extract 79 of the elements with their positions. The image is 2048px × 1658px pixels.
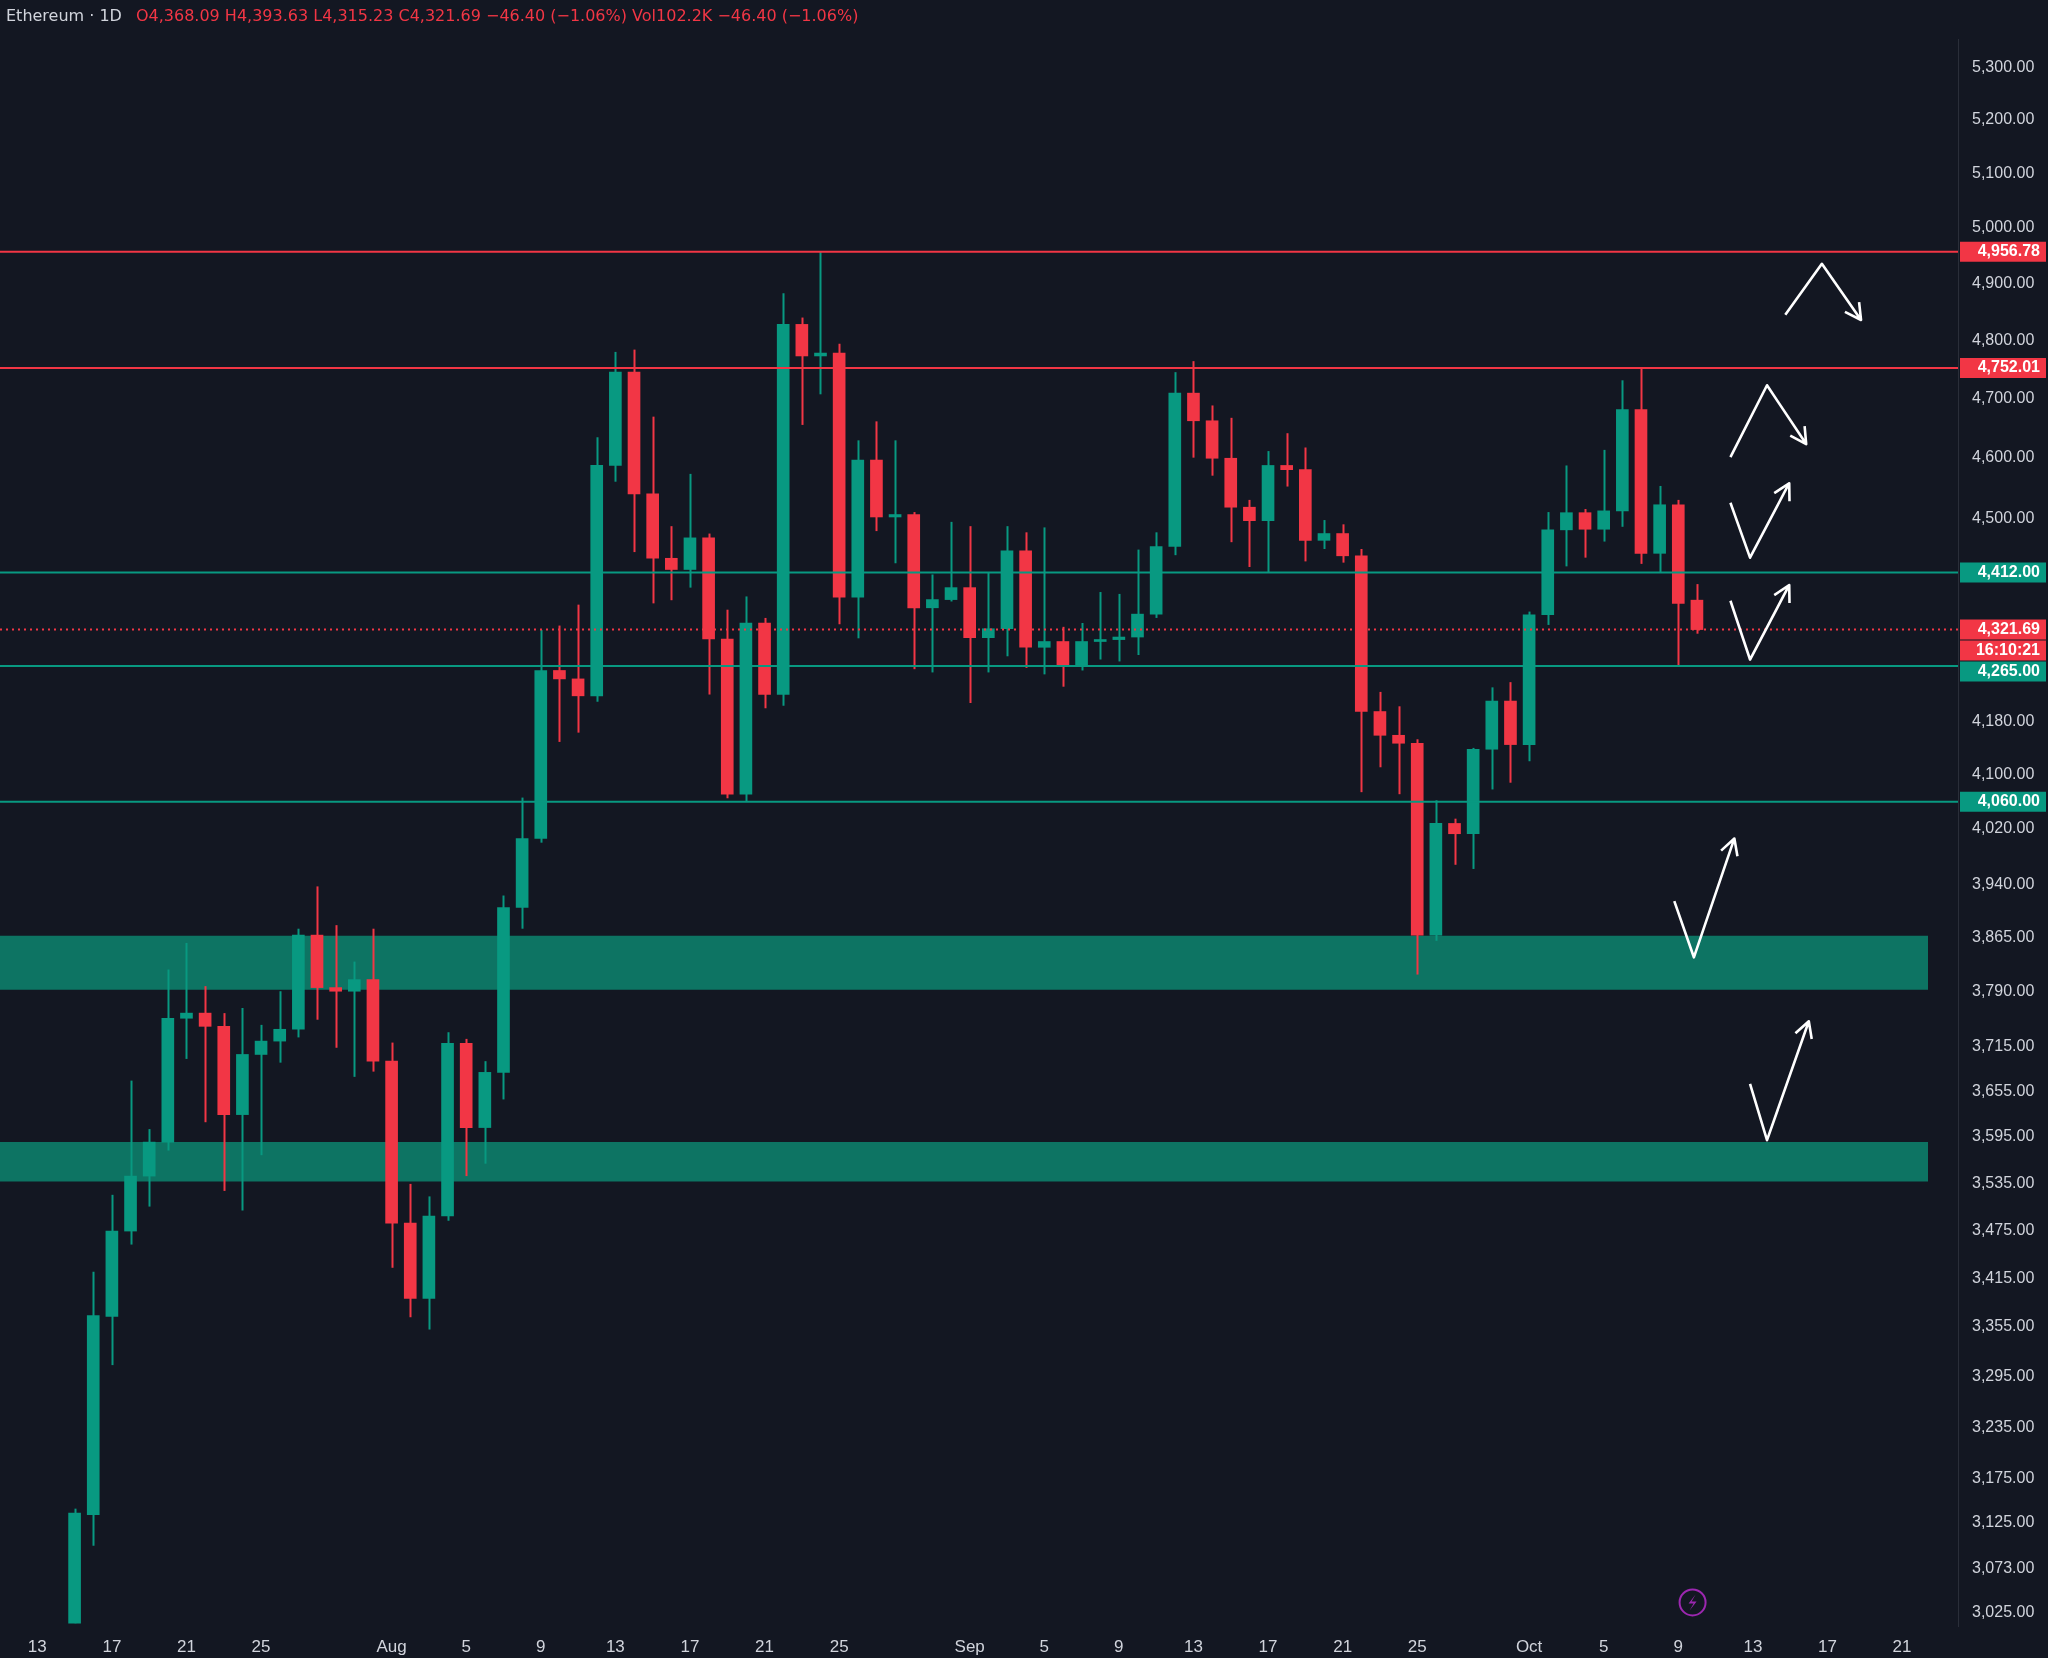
y-tick-label: 5,000.00 (1972, 218, 2035, 236)
ref-line-label: 4,321.69 (1977, 619, 2041, 637)
y-tick-label: 3,415.00 (1972, 1268, 2035, 1286)
y-tick-label: 4,020.00 (1972, 819, 2035, 837)
y-tick-label: 3,715.00 (1972, 1036, 2035, 1054)
y-tick-label: 5,300.00 (1972, 57, 2035, 75)
y-tick-label: 4,700.00 (1972, 388, 2035, 406)
candlestick (1560, 464, 1573, 568)
ref-line-label: 4,752.01 (1977, 358, 2041, 376)
candlestick (664, 525, 678, 602)
x-tick-label: 9 (1673, 1636, 1684, 1656)
x-tick-label: 5 (1598, 1636, 1609, 1656)
y-tick-label: 4,180.00 (1972, 711, 2035, 729)
y-tick-label: 4,600.00 (1972, 448, 2035, 466)
candlestick (1392, 705, 1405, 796)
x-tick-label: 21 (1892, 1636, 1912, 1656)
x-tick-label: Oct (1515, 1636, 1543, 1656)
candlestick (329, 924, 342, 1049)
y-tick-label: 3,595.00 (1972, 1127, 2035, 1145)
ref-line-label: 4,412.00 (1977, 563, 2041, 581)
candlestick (1317, 519, 1331, 550)
y-tick-label: 3,940.00 (1972, 874, 2035, 892)
y-tick-label: 3,175.00 (1972, 1469, 2035, 1487)
x-tick-label: 17 (102, 1636, 122, 1656)
candlestick (1597, 448, 1611, 543)
text: 16:10:21 (1975, 640, 2041, 658)
candlestick (1093, 591, 1107, 661)
y-tick-label: 3,655.00 (1972, 1081, 2035, 1099)
y-tick-label: 5,200.00 (1972, 110, 2035, 128)
y-tick-label: 3,125.00 (1972, 1513, 2035, 1531)
y-tick-label: 4,900.00 (1972, 274, 2035, 292)
candlestick (1280, 432, 1294, 488)
x-tick-label: 9 (1114, 1636, 1124, 1656)
y-tick-label: 3,790.00 (1972, 981, 2035, 999)
ref-line-label: 4,956.78 (1977, 242, 2041, 260)
x-tick-label: Sep (954, 1636, 985, 1656)
x-tick-label: 13 (605, 1636, 625, 1656)
y-tick-label: 3,535.00 (1972, 1173, 2035, 1191)
x-tick-label: 17 (1258, 1636, 1278, 1656)
x-tick-label: 25 (829, 1636, 849, 1656)
x-tick-label: 13 (1183, 1636, 1203, 1656)
candlestick (1243, 498, 1256, 568)
x-tick-label: 9 (536, 1636, 546, 1656)
y-tick-label: 3,073.00 (1972, 1559, 2035, 1577)
y-tick-label: 3,865.00 (1972, 927, 2035, 945)
x-tick-label: 17 (1818, 1636, 1837, 1656)
candlestick (1336, 523, 1349, 564)
candlestick (180, 941, 193, 1060)
y-tick-label: 4,500.00 (1972, 508, 2035, 526)
candlestick (347, 960, 361, 1078)
y-tick-label: 3,025.00 (1972, 1602, 2035, 1620)
candlestick (254, 1023, 268, 1157)
x-tick-label: 25 (251, 1636, 271, 1656)
x-tick-label: 5 (1039, 1636, 1049, 1656)
candlestick (1448, 817, 1461, 866)
x-tick-label: 21 (1333, 1636, 1353, 1656)
candlestick (198, 985, 212, 1124)
x-tick-label: 5 (461, 1636, 471, 1656)
y-tick-label: 3,355.00 (1972, 1317, 2035, 1335)
x-tick-label: 17 (680, 1636, 700, 1656)
y-tick-label: 3,235.00 (1972, 1417, 2035, 1435)
x-tick-label: 25 (1407, 1636, 1427, 1656)
y-tick-label: 4,800.00 (1972, 330, 2035, 348)
candlestick (1578, 508, 1592, 559)
ref-line-label: 4,060.00 (1977, 792, 2041, 810)
y-tick-label: 4,100.00 (1972, 765, 2035, 783)
x-tick-label: 13 (27, 1636, 47, 1656)
chart-title: Ethereum · 1D (6, 6, 122, 25)
x-tick-label: 21 (755, 1636, 775, 1656)
chart-subtitle: O4,368.09 H4,393.63 L4,315.23 C4,321.69 −46.40 (−1.06%) Vol102.2K −46.40 (−1.06%) (135, 6, 859, 25)
y-tick-label: 3,295.00 (1972, 1367, 2035, 1385)
x-tick-label: 13 (1743, 1636, 1763, 1656)
ref-line-label: 4,265.00 (1977, 661, 2041, 679)
x-tick-label: Aug (376, 1636, 407, 1656)
y-tick-label: 5,100.00 (1972, 163, 2035, 181)
candlestick (273, 990, 287, 1064)
x-tick-label: 21 (177, 1636, 196, 1656)
candlestick (888, 439, 902, 565)
y-tick-label: 3,475.00 (1972, 1220, 2035, 1238)
